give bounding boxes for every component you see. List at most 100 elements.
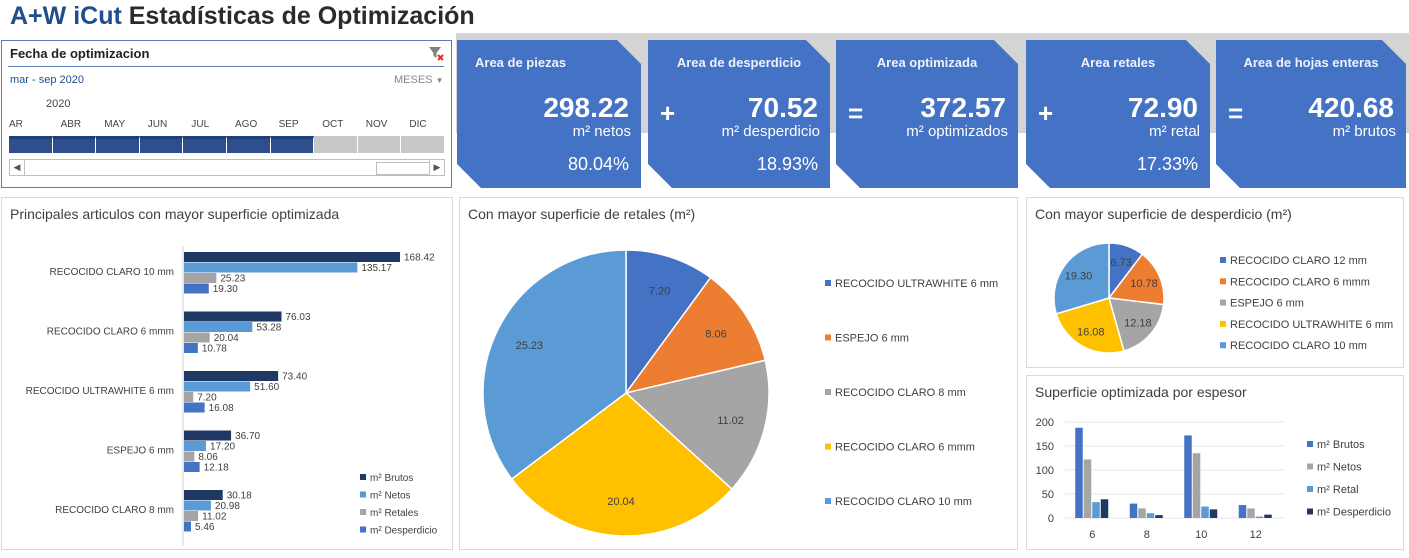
timeline-month-segment[interactable]	[183, 136, 227, 153]
legend-entry: RECOCIDO CLARO 10 mm	[1230, 340, 1367, 352]
kpi-unit: m² brutos	[1332, 123, 1396, 140]
legend-entry: ESPEJO 6 mm	[1230, 298, 1304, 310]
timeline-month-segment[interactable]	[357, 136, 402, 153]
bar	[184, 273, 217, 283]
category-label: RECOCIDO CLARO 6 mmm	[47, 327, 174, 338]
bar	[1155, 515, 1163, 518]
timeline-month-segment[interactable]	[139, 136, 184, 153]
espesor-bar-chart: 0 50 100 150 200 6 8 10 12 m² Brutos m² Netos m² Re…	[1036, 417, 1391, 541]
legend-swatch	[825, 280, 831, 286]
data-label: 12.18	[204, 463, 229, 474]
bar	[184, 521, 192, 532]
desperdicio-pie-slice	[1107, 253, 1165, 306]
timeline-month-segment[interactable]	[52, 136, 97, 153]
data-label: 76.03	[286, 312, 311, 323]
timeline-scrollbar[interactable]: ◀ ▶	[9, 159, 445, 176]
bar	[1264, 514, 1272, 518]
category-label: RECOCIDO ULTRAWHITE 6 mm	[26, 386, 174, 397]
data-label: 8.06	[198, 452, 218, 463]
page-title: A+W iCut Estadísticas de Optimización	[10, 2, 475, 31]
category-label: RECOCIDO CLARO 8 mm	[55, 505, 174, 516]
data-label: 19.30	[1065, 270, 1093, 282]
kpi-operator: +	[660, 98, 676, 128]
legend-swatch	[1220, 320, 1226, 327]
timeline-month-segment[interactable]	[9, 136, 53, 153]
retales-pie-slice	[624, 359, 770, 491]
timeline-month-segment[interactable]	[227, 136, 271, 153]
bar	[184, 500, 211, 511]
data-label: 20.98	[215, 501, 240, 512]
desperdicio-pie-slice	[1055, 297, 1125, 354]
panel-articulos: Principales articulos con mayor superfic…	[1, 197, 453, 550]
data-label: 6.73	[1110, 257, 1131, 269]
legend-entry: m² Brutos	[370, 473, 413, 484]
legend-swatch	[1307, 486, 1313, 492]
brand-name: A+W iCut	[10, 2, 122, 30]
slicer-title: Fecha de optimizacion	[10, 46, 150, 61]
legend-swatch	[825, 334, 831, 341]
bar	[1100, 499, 1109, 518]
scroll-right-icon[interactable]: ▶	[429, 160, 444, 175]
bar	[1247, 508, 1255, 518]
kpi-percent: 17.33%	[1136, 154, 1198, 174]
retales-pie-slice	[482, 249, 627, 480]
bar	[1129, 503, 1138, 518]
bar	[1083, 459, 1092, 518]
timeline-month-segment[interactable]	[314, 136, 358, 153]
slicer-range-label: mar - sep 2020	[10, 74, 84, 86]
bar	[1138, 508, 1146, 518]
data-label: 10.78	[1130, 278, 1158, 290]
bar	[184, 371, 279, 381]
month-label: AR	[9, 119, 23, 130]
legend-entry: m² Brutos	[1317, 439, 1365, 451]
bar	[1075, 427, 1083, 518]
legend-entry: m² Desperdicio	[370, 526, 438, 537]
data-label: 16.08	[209, 403, 234, 414]
bar	[1146, 513, 1155, 518]
panel-desperdicio: Con mayor superficie de desperdicio (m²)…	[1026, 197, 1404, 368]
bar	[184, 252, 400, 262]
tick-label: 50	[1042, 489, 1054, 501]
timeline-slicer[interactable]: Fecha de optimizacion mar - sep 2020 MES…	[1, 40, 452, 188]
data-label: 51.60	[254, 382, 279, 393]
legend-swatch	[825, 389, 831, 395]
category-label: 8	[1144, 529, 1150, 541]
bar	[184, 402, 205, 413]
scroll-left-icon[interactable]: ◀	[10, 160, 25, 175]
kpi-label: Area de piezas	[475, 55, 567, 70]
timeline-track[interactable]	[9, 136, 445, 153]
data-label: 20.04	[607, 496, 635, 508]
bar	[1238, 505, 1247, 518]
kpi-unit: m² desperdicio	[721, 123, 820, 140]
clear-filter-icon[interactable]	[427, 44, 445, 62]
data-label: 11.02	[202, 512, 227, 523]
category-label: RECOCIDO CLARO 10 mm	[50, 267, 174, 278]
timeline-month-segment[interactable]	[96, 136, 140, 153]
tick-label: 200	[1036, 417, 1054, 429]
legend-entry: m² Netos	[1317, 462, 1362, 474]
data-label: 73.40	[282, 372, 307, 383]
bar	[1092, 502, 1100, 518]
legend-entry: RECOCIDO CLARO 12 mm	[1230, 255, 1367, 267]
panel-retales: Con mayor superficie de retales (m²) 7.2…	[459, 197, 1018, 550]
bar	[1255, 516, 1264, 518]
bar	[184, 441, 207, 451]
data-label: 25.23	[516, 340, 544, 352]
category-label: ESPEJO 6 mm	[107, 446, 174, 457]
time-level-dropdown[interactable]: MESES ▼	[394, 74, 444, 86]
category-label: 10	[1195, 529, 1207, 541]
data-label: 53.28	[256, 323, 281, 334]
month-label: OCT	[322, 119, 344, 130]
kpi-percent: 80.04%	[567, 154, 629, 174]
legend-swatch	[360, 474, 366, 480]
kpi-operator: +	[1038, 98, 1054, 128]
desperdicio-pie-slice	[1107, 297, 1165, 352]
bar	[184, 490, 223, 500]
scroll-thumb[interactable]	[376, 162, 430, 175]
kpi-label: Area retales	[1080, 55, 1156, 70]
bar	[184, 381, 251, 392]
timeline-month-segment[interactable]	[401, 136, 445, 153]
timeline-month-segment[interactable]	[270, 136, 315, 153]
legend-entry: ESPEJO 6 mm	[835, 333, 909, 345]
bar	[184, 392, 194, 402]
